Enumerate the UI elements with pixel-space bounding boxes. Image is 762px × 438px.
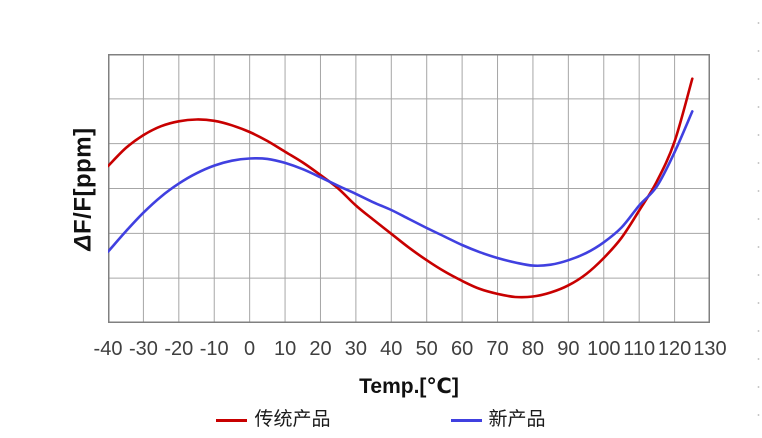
- chart-canvas: [108, 54, 710, 323]
- series-line-new: [108, 110, 694, 268]
- x-tick-label: 100: [587, 338, 621, 360]
- x-tick-label: -40: [93, 338, 123, 360]
- x-tick-label: -20: [164, 338, 194, 360]
- x-tick-label: 90: [557, 338, 580, 360]
- x-tick-label: -30: [128, 338, 158, 360]
- y-axis-title-delta: Δ: [70, 233, 98, 251]
- x-tick-label: -10: [199, 338, 229, 360]
- series-line-traditional: [108, 77, 694, 299]
- page-edge-dashes: [757, 22, 760, 438]
- x-tick-label: 10: [273, 338, 297, 360]
- y-axis-title-rest: F/F[ppm]: [70, 126, 98, 234]
- x-tick-label: 70: [486, 338, 509, 360]
- legend-item-new: 新产品: [450, 409, 546, 431]
- legend-swatch-new: [450, 418, 482, 422]
- legend-item-traditional: 传统产品: [216, 409, 331, 431]
- y-axis-title: ΔF/F[ppm]: [58, 54, 110, 323]
- x-tick-label: 130: [693, 338, 727, 360]
- x-tick-label: 120: [657, 338, 692, 360]
- legend-label-traditional: 传统产品: [254, 409, 331, 430]
- x-tick-label: 40: [380, 338, 403, 360]
- plot-area: [108, 54, 710, 323]
- legend-swatch-traditional: [216, 418, 248, 422]
- legend: 传统产品 新产品: [0, 409, 762, 431]
- x-axis-title: Temp.[℃]: [359, 375, 459, 398]
- x-tick-label: 50: [415, 338, 438, 360]
- gridlines: [108, 54, 710, 323]
- plot-border: [108, 54, 710, 323]
- x-tick-label: 20: [309, 338, 332, 360]
- x-tick-label: 80: [521, 338, 545, 360]
- legend-label-new: 新产品: [488, 409, 546, 430]
- x-tick-label: 110: [623, 338, 656, 360]
- x-tick-label: 30: [344, 338, 368, 360]
- x-tick-label: 60: [450, 338, 474, 360]
- x-tick-labels: -40 -30 -20 -10 0 10 20 30 40 50 60 70 80 90 100 110 120…: [94, 338, 727, 360]
- x-tick-label: 0: [244, 338, 256, 360]
